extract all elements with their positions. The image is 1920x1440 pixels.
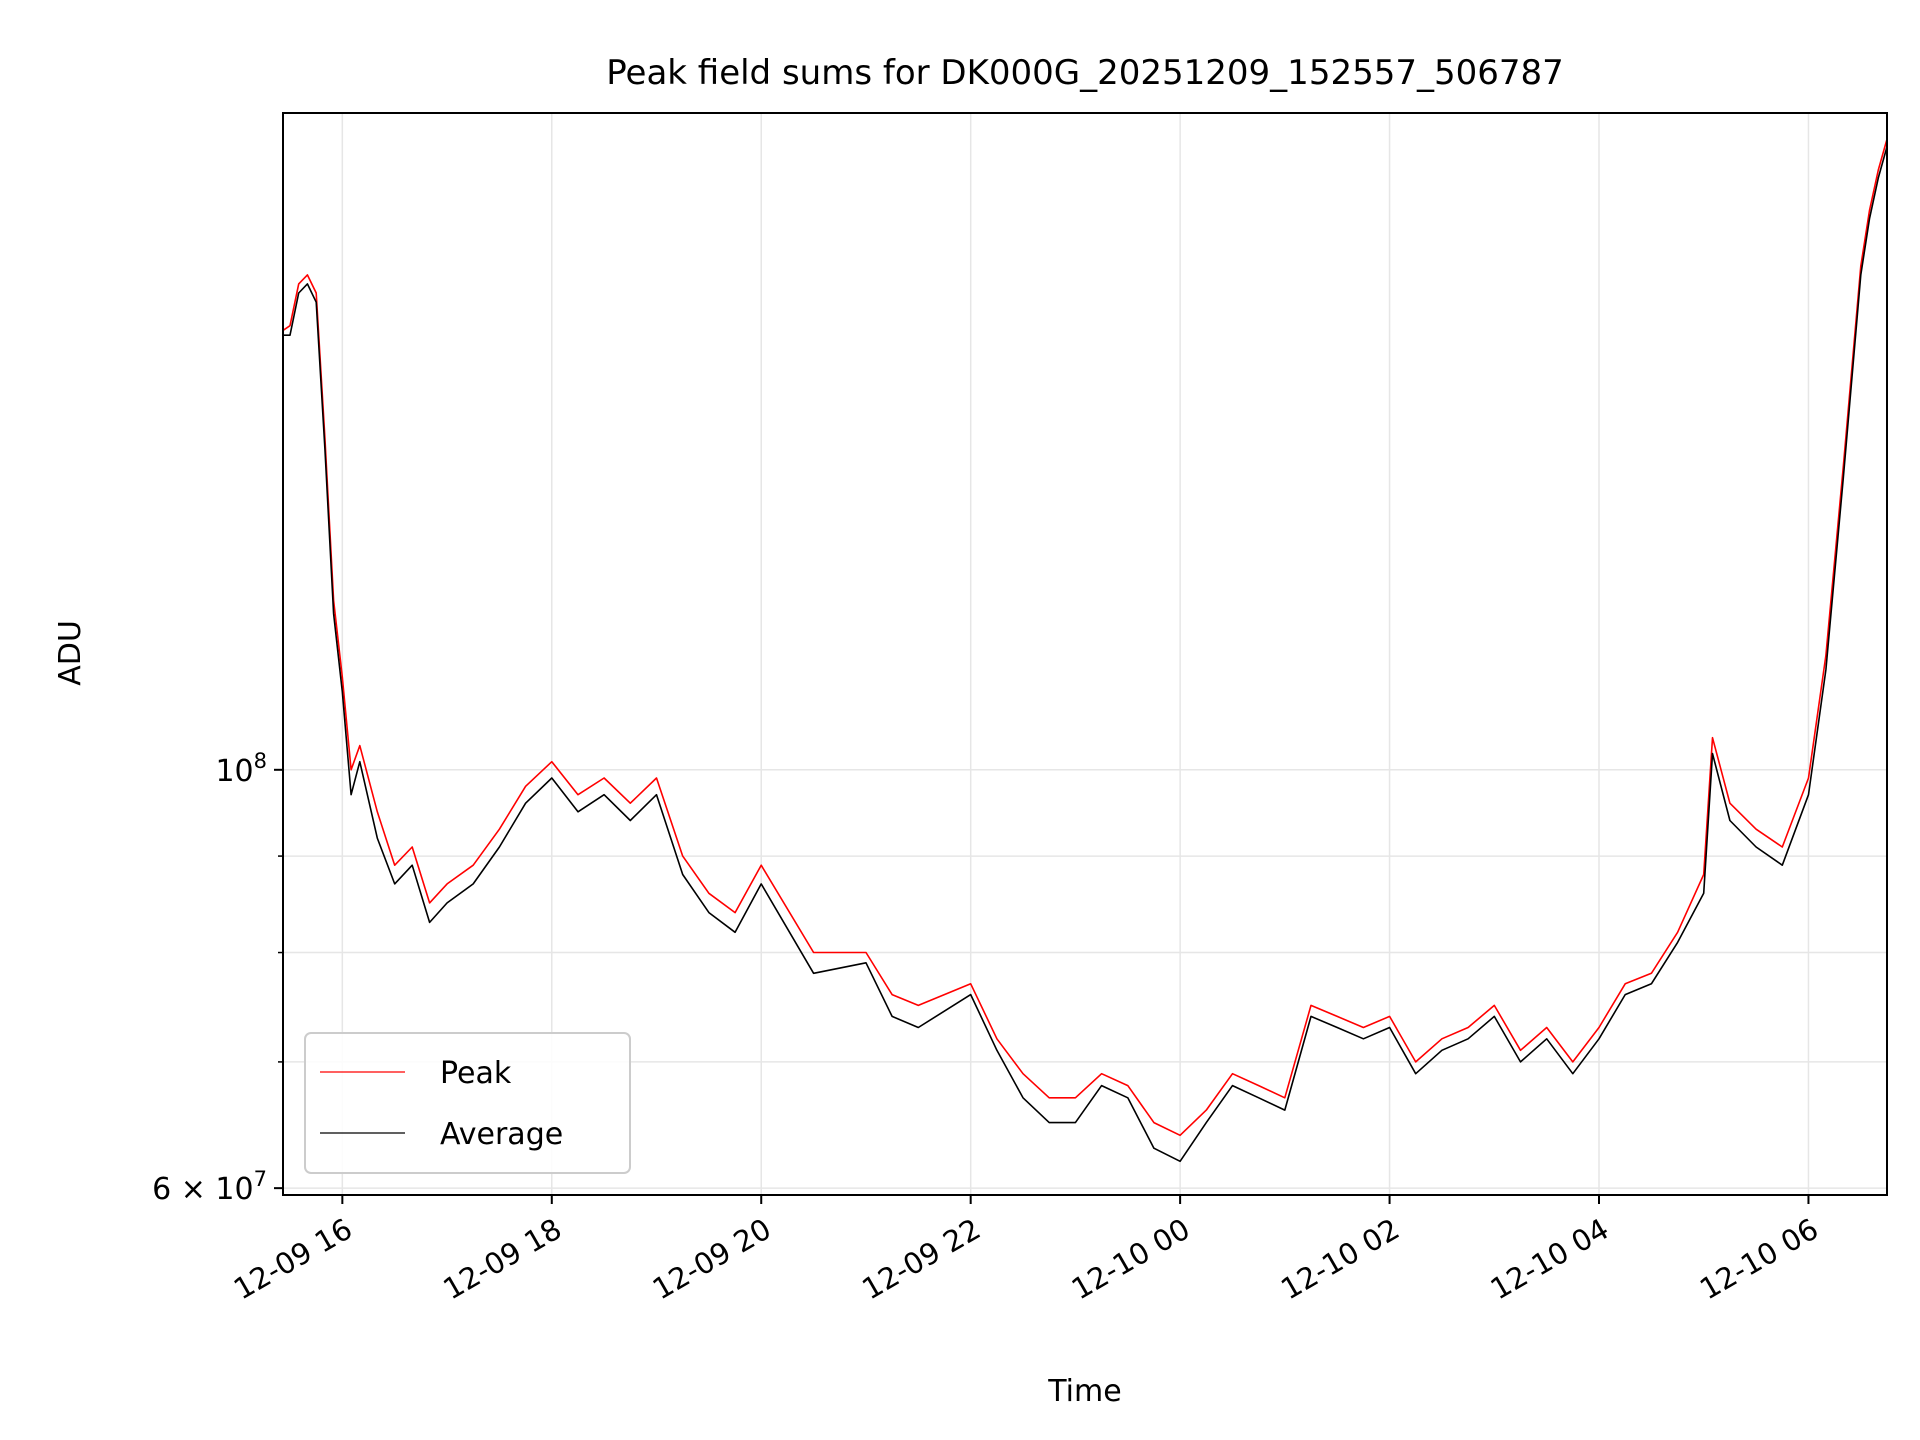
- series-lines: [282, 138, 1888, 1163]
- y-tick-label: 6 × 107: [152, 1167, 267, 1207]
- legend: Peak Average: [304, 1032, 631, 1174]
- series-line-average: [283, 146, 1888, 1163]
- legend-label-peak: Peak: [440, 1056, 512, 1091]
- y-axis-ticks: 108 6 × 107: [152, 749, 283, 1207]
- plot-area-frame: [282, 112, 1888, 1196]
- chart-title: Peak field sums for DK000G_20251209_1525…: [606, 53, 1564, 93]
- legend-box: [304, 1032, 631, 1174]
- legend-label-average: Average: [440, 1117, 563, 1152]
- y-tick-label: 108: [215, 749, 267, 789]
- y-axis-label: ADU: [53, 620, 88, 686]
- series-line-peak: [282, 138, 1888, 1137]
- gridlines: [283, 113, 1887, 1195]
- x-axis-label: Time: [1047, 1374, 1121, 1409]
